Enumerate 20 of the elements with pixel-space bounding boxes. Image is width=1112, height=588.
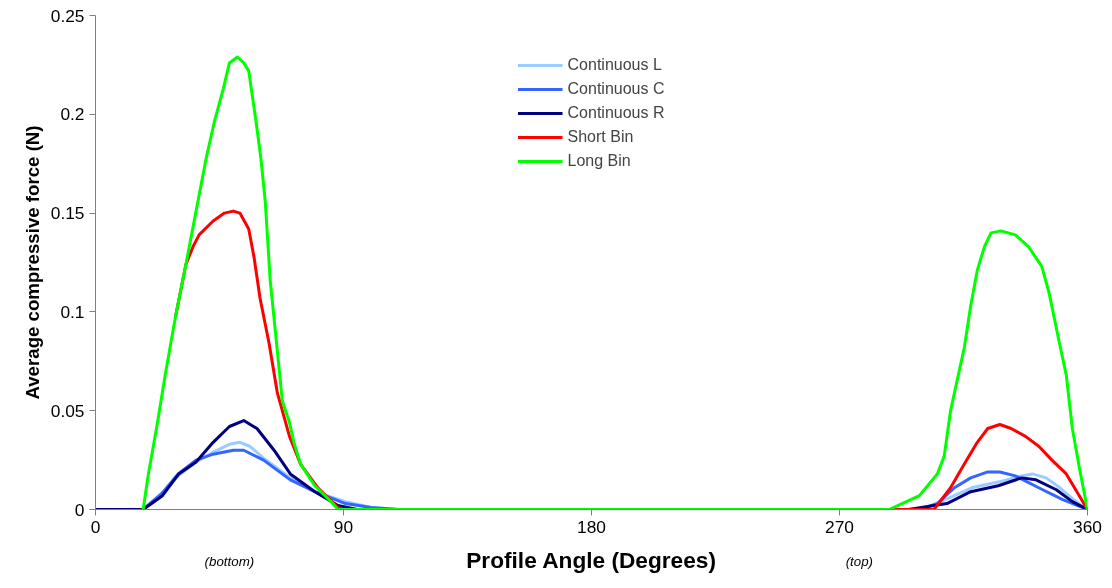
y-tick-label: 0.1 [60, 301, 85, 322]
legend-label: Continuous L [567, 56, 662, 74]
legend-label: Continuous R [567, 104, 665, 122]
x-tick-label: 270 [825, 516, 854, 537]
x-tick-label: 180 [577, 516, 606, 537]
x-tick-label: 360 [1073, 516, 1102, 537]
legend-label: Short Bin [567, 128, 634, 146]
x-tick-label: 0 [90, 516, 101, 537]
y-tick-label: 0 [74, 499, 85, 520]
legend-label: Continuous C [567, 80, 665, 98]
text: (bottom) [204, 554, 255, 570]
y-tick-label: 0.25 [50, 5, 85, 26]
y-tick-label: 0.15 [50, 203, 85, 224]
y-tick-label: 0.2 [60, 104, 85, 125]
text: (top) [845, 554, 874, 570]
legend-label: Long Bin [567, 152, 631, 170]
x-tick-label: 90 [333, 516, 354, 537]
x-axis-title: Profile Angle (Degrees) [466, 546, 716, 573]
y-axis-title: Average compressive force (N) [21, 125, 43, 400]
y-tick-label: 0.05 [50, 400, 85, 421]
